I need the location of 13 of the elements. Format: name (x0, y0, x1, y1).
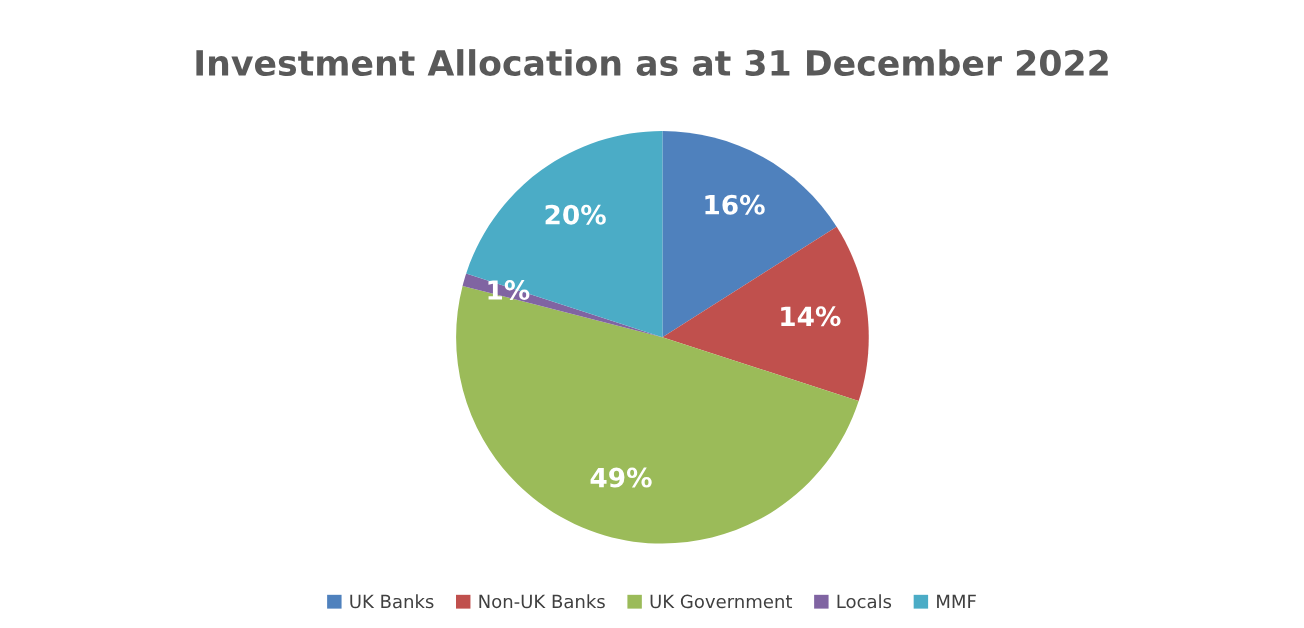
pie-slice (466, 130, 663, 338)
data-label: 14% (781, 306, 841, 327)
legend-label: MMF (937, 594, 976, 608)
data-label: 16% (705, 194, 765, 215)
legend-label: Locals (837, 594, 892, 609)
data-label: 1% (488, 280, 530, 300)
data-label: 49% (590, 467, 652, 488)
data-label: 20% (545, 204, 606, 225)
legend-label: UK Banks (350, 594, 434, 609)
chart-title: Investment Allocation as at 31 December 2022 (196, 49, 1108, 77)
pie-slice (662, 226, 869, 401)
legend-label: Non-UK Banks (479, 594, 605, 609)
legend-label: UK Government (650, 594, 793, 609)
